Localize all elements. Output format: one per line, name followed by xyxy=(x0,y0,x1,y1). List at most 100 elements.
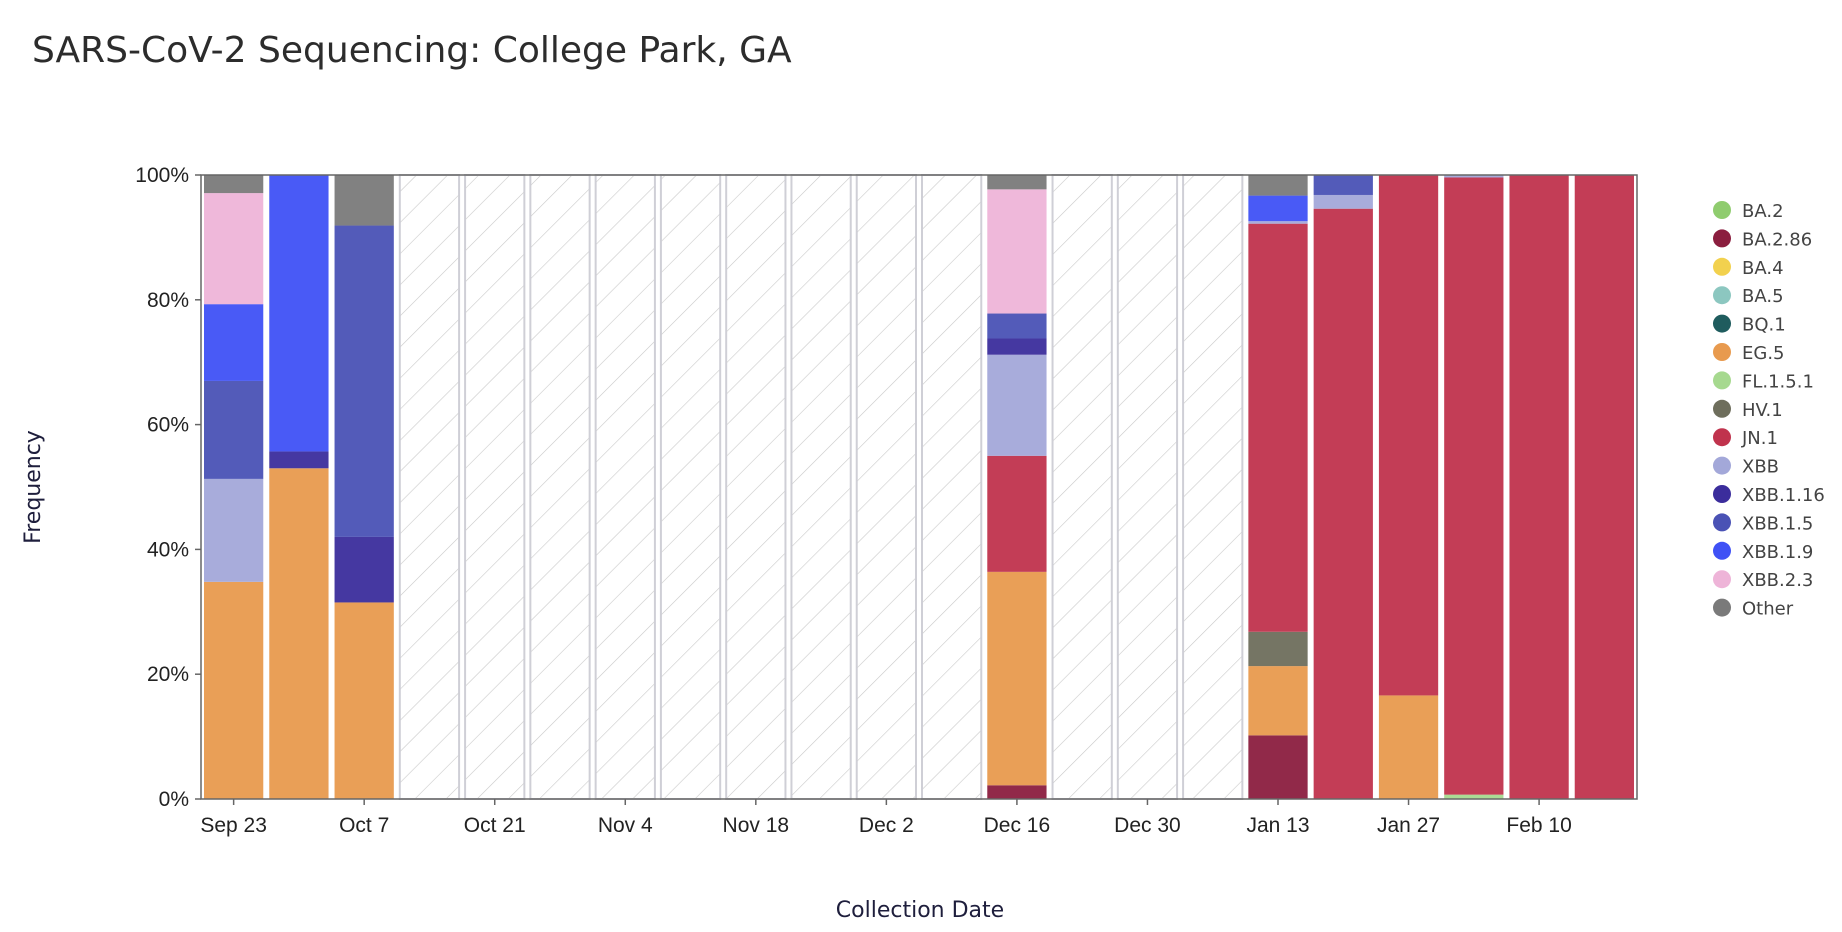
legend-swatch xyxy=(1713,485,1731,503)
no-data-bar xyxy=(921,174,983,800)
bar-segment-other[interactable] xyxy=(204,175,264,194)
bar-segment-other[interactable] xyxy=(334,175,394,226)
bar-segment-xbb-2-3[interactable] xyxy=(204,193,264,305)
bar-segment-other[interactable] xyxy=(987,175,1047,190)
bar-segment-xbb[interactable] xyxy=(1313,194,1373,209)
y-tick-label: 20% xyxy=(147,663,189,686)
legend-label: JN.1 xyxy=(1741,428,1778,449)
legend-item-eg-5[interactable]: EG.5 xyxy=(1713,343,1785,364)
legend-item-xbb-1-5[interactable]: XBB.1.5 xyxy=(1713,513,1813,534)
no-data-bar xyxy=(1051,174,1113,800)
legend-item-xbb-1-9[interactable]: XBB.1.9 xyxy=(1713,541,1813,563)
legend-label: XBB.1.5 xyxy=(1742,513,1813,534)
legend-item-jn-1[interactable]: JN.1 xyxy=(1713,428,1778,449)
legend-label: HV.1 xyxy=(1742,400,1783,421)
legend-swatch xyxy=(1713,343,1731,361)
legend-item-xbb-2-3[interactable]: XBB.2.3 xyxy=(1713,570,1813,591)
no-data-bar xyxy=(790,174,852,800)
legend-label: Other xyxy=(1742,599,1794,620)
legend-label: XBB.1.16 xyxy=(1742,485,1825,506)
y-tick-label: 100% xyxy=(135,164,189,187)
legend-item-xbb-1-16[interactable]: XBB.1.16 xyxy=(1713,485,1825,506)
bar-segment-eg-5[interactable] xyxy=(1248,666,1308,736)
legend-label: EG.5 xyxy=(1742,343,1785,364)
x-tick-label: Oct 7 xyxy=(339,814,389,837)
legend-label: XBB.1.9 xyxy=(1742,542,1813,563)
legend-item-bq-1[interactable]: BQ.1 xyxy=(1713,314,1786,336)
legend-swatch xyxy=(1713,456,1731,475)
bar-segment-xbb-1-9[interactable] xyxy=(1248,195,1308,222)
legend-label: BA.5 xyxy=(1742,286,1784,307)
bar-segment-ba-2-86[interactable] xyxy=(1248,735,1308,799)
bar-segment-xbb-1-5[interactable] xyxy=(204,380,264,479)
legend-item-other[interactable]: Other xyxy=(1713,598,1794,620)
bar-segment-ba-2-86[interactable] xyxy=(987,785,1047,799)
legend-swatch xyxy=(1713,513,1731,532)
legend-swatch xyxy=(1713,570,1731,589)
x-tick-label: Nov 4 xyxy=(598,814,653,837)
bar-segment-jn-1[interactable] xyxy=(1248,223,1308,632)
bar-segment-xbb-1-9[interactable] xyxy=(269,175,329,452)
legend-item-ba-4[interactable]: BA.4 xyxy=(1713,257,1784,279)
bar-segment-xbb-1-9[interactable] xyxy=(204,304,264,381)
bar-segment-xbb[interactable] xyxy=(204,478,264,582)
legend-item-fl-1-5-1[interactable]: FL.1.5.1 xyxy=(1713,371,1814,392)
no-data-bar xyxy=(1182,174,1244,800)
bar-segment-fl-1-5-1[interactable] xyxy=(1444,794,1504,799)
no-data-bar xyxy=(855,174,918,800)
bar-segment-eg-5[interactable] xyxy=(204,581,264,799)
x-tick-label: Sep 23 xyxy=(200,814,267,837)
legend-swatch xyxy=(1713,428,1731,447)
legend-swatch xyxy=(1713,314,1731,333)
bar-segment-xbb-2-3[interactable] xyxy=(987,189,1047,314)
bar-segment-jn-1[interactable] xyxy=(1378,175,1439,696)
bar-segment-eg-5[interactable] xyxy=(987,571,1047,786)
bar-segment-jn-1[interactable] xyxy=(1313,208,1373,800)
bar-segment-jn-1[interactable] xyxy=(1574,175,1634,799)
legend-swatch xyxy=(1713,598,1731,617)
legend-item-xbb[interactable]: XBB xyxy=(1713,456,1779,478)
x-tick-label: Dec 16 xyxy=(984,814,1051,837)
legend-item-hv-1[interactable]: HV.1 xyxy=(1713,399,1783,421)
bar-segment-other[interactable] xyxy=(1248,175,1308,196)
legend-label: XBB.2.3 xyxy=(1742,570,1813,591)
bar-segment-eg-5[interactable] xyxy=(334,602,394,799)
bar-segment-xbb-1-16[interactable] xyxy=(334,536,394,603)
bar-segment-xbb-1-16[interactable] xyxy=(269,451,329,469)
legend-item-ba-2-86[interactable]: BA.2.86 xyxy=(1713,229,1812,250)
bar-segment-xbb[interactable] xyxy=(987,354,1047,456)
bar-segment-hv-1[interactable] xyxy=(1248,631,1308,667)
legend-label: BA.2 xyxy=(1742,201,1784,222)
legend-label: FL.1.5.1 xyxy=(1742,371,1814,392)
legend-swatch xyxy=(1713,229,1731,248)
no-data-bar xyxy=(725,174,787,800)
x-tick-label: Dec 2 xyxy=(859,814,914,837)
bar-segment-eg-5[interactable] xyxy=(1378,695,1439,799)
legend-item-ba-2[interactable]: BA.2 xyxy=(1713,201,1784,222)
bar-segment-xbb[interactable] xyxy=(1248,221,1308,224)
x-tick-label: Nov 18 xyxy=(723,814,790,837)
bar-segment-xbb-1-5[interactable] xyxy=(1313,175,1373,195)
bar-segment-jn-1[interactable] xyxy=(987,455,1047,572)
bar-segment-xbb-1-16[interactable] xyxy=(987,338,1047,355)
x-axis-label: Collection Date xyxy=(836,898,1004,923)
no-data-bar xyxy=(464,174,526,800)
legend-item-ba-5[interactable]: BA.5 xyxy=(1713,286,1784,307)
bar-segment-jn-1[interactable] xyxy=(1444,177,1504,795)
bar-segment-jn-1[interactable] xyxy=(1509,175,1569,799)
y-tick-label: 80% xyxy=(147,289,189,312)
legend-swatch xyxy=(1713,286,1731,305)
y-tick-label: 0% xyxy=(159,788,189,811)
no-data-bar xyxy=(594,174,656,800)
bar-segment-xbb-1-5[interactable] xyxy=(987,313,1047,339)
legend-swatch xyxy=(1713,541,1731,560)
bar-segment-xbb-1-5[interactable] xyxy=(334,225,394,537)
bar-segment-eg-5[interactable] xyxy=(269,468,329,799)
plot-frame xyxy=(200,174,1638,800)
bar-segment-xbb[interactable] xyxy=(1444,175,1504,178)
x-tick-label: Jan 27 xyxy=(1377,814,1440,837)
legend-swatch xyxy=(1713,201,1731,219)
no-data-bar xyxy=(1116,174,1179,800)
no-data-bar xyxy=(398,174,461,800)
